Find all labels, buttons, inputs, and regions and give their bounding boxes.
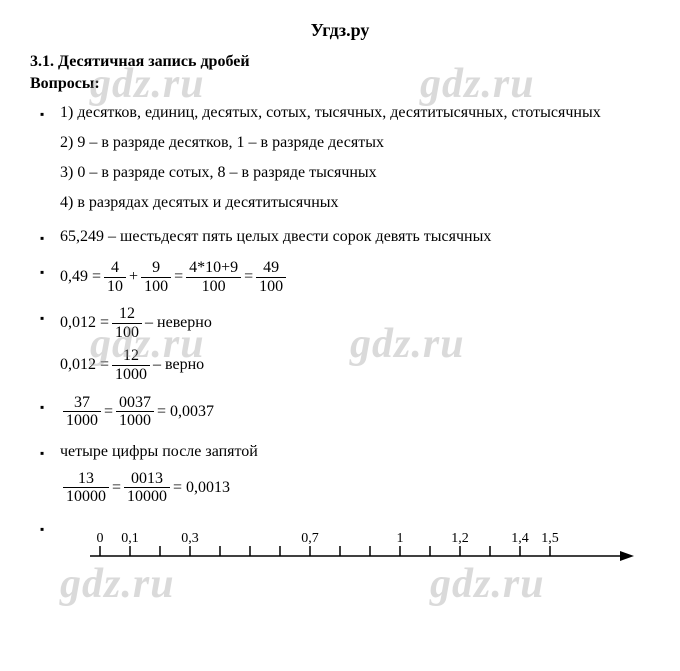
- fraction: 49 100: [256, 259, 286, 295]
- fraction: 4 10: [104, 259, 126, 295]
- list-item: 1) десятков, единиц, десятых, сотых, тыс…: [60, 101, 650, 215]
- equation: 0,49 = 4 10 + 9 100 = 4*10+9 100 = 49 10…: [60, 259, 650, 295]
- numerator: 12: [112, 347, 150, 366]
- numerator: 0037: [116, 394, 154, 413]
- denominator: 1000: [63, 412, 101, 430]
- eq-text: =: [244, 265, 253, 289]
- page-header: Угдз.ру: [30, 20, 650, 41]
- svg-text:0,1: 0,1: [121, 531, 139, 546]
- fraction: 0013 10000: [124, 470, 170, 506]
- equation: 0,012 = 12 100 – неверно: [60, 305, 650, 341]
- fraction: 12 100: [112, 305, 142, 341]
- numerator: 13: [63, 470, 109, 489]
- eq-text: =: [112, 476, 121, 500]
- eq-text: – верно: [153, 353, 204, 377]
- fraction: 13 10000: [63, 470, 109, 506]
- equation: 37 1000 = 0037 1000 = 0,0037: [60, 394, 650, 430]
- eq-text: 0,012 =: [60, 353, 109, 377]
- text-line: 4) в разрядах десятых и десятитысячных: [60, 191, 650, 215]
- numerator: 9: [141, 259, 171, 278]
- numerator: 4*10+9: [186, 259, 241, 278]
- fraction: 4*10+9 100: [186, 259, 241, 295]
- list-item: 0,49 = 4 10 + 9 100 = 4*10+9 100 = 49 10…: [60, 259, 650, 295]
- denominator: 100: [256, 278, 286, 296]
- equation: 0,012 = 12 1000 – верно: [60, 347, 650, 383]
- fraction: 9 100: [141, 259, 171, 295]
- fraction: 37 1000: [63, 394, 101, 430]
- denominator: 10: [104, 278, 126, 296]
- eq-text: 0,012 =: [60, 311, 109, 335]
- fraction: 0037 1000: [116, 394, 154, 430]
- svg-text:0,7: 0,7: [301, 531, 319, 546]
- denominator: 1000: [112, 366, 150, 384]
- section-title: 3.1. Десятичная запись дробей: [30, 53, 650, 71]
- text-line: 1) десятков, единиц, десятых, сотых, тыс…: [60, 101, 650, 125]
- denominator: 100: [112, 324, 142, 342]
- text-line: 2) 9 – в разряде десятков, 1 – в разряде…: [60, 131, 650, 155]
- numerator: 12: [112, 305, 142, 324]
- numerator: 37: [63, 394, 101, 413]
- svg-text:1,4: 1,4: [511, 531, 529, 546]
- equation: 13 10000 = 0013 10000 = 0,0013: [60, 470, 650, 506]
- svg-text:1,5: 1,5: [541, 531, 559, 546]
- list-item: 65,249 – шестьдесят пять целых двести со…: [60, 225, 650, 249]
- svg-text:0,3: 0,3: [181, 531, 199, 546]
- numerator: 49: [256, 259, 286, 278]
- svg-text:0: 0: [97, 531, 104, 546]
- eq-text: – неверно: [145, 311, 212, 335]
- eq-text: =: [174, 265, 183, 289]
- svg-text:1,2: 1,2: [451, 531, 469, 546]
- list-item: 0 0,1 0,3 0,7 1 1,2 1,4 1,5: [60, 516, 650, 584]
- denominator: 100: [186, 278, 241, 296]
- eq-text: +: [129, 265, 138, 289]
- bullet-list: 1) десятков, единиц, десятых, сотых, тыс…: [30, 101, 650, 584]
- text-line: четыре цифры после запятой: [60, 440, 650, 464]
- denominator: 10000: [63, 488, 109, 506]
- eq-text: = 0,0013: [173, 476, 230, 500]
- questions-label: Вопросы:: [30, 75, 650, 93]
- number-line: 0 0,1 0,3 0,7 1 1,2 1,4 1,5: [80, 526, 640, 576]
- denominator: 1000: [116, 412, 154, 430]
- denominator: 100: [141, 278, 171, 296]
- text-line: 3) 0 – в разряде сотых, 8 – в разряде ты…: [60, 161, 650, 185]
- eq-text: =: [104, 400, 113, 424]
- numerator: 0013: [124, 470, 170, 489]
- fraction: 12 1000: [112, 347, 150, 383]
- list-item: 37 1000 = 0037 1000 = 0,0037: [60, 394, 650, 430]
- eq-text: 0,49 =: [60, 265, 101, 289]
- eq-text: = 0,0037: [157, 400, 214, 424]
- denominator: 10000: [124, 488, 170, 506]
- list-item: четыре цифры после запятой 13 10000 = 00…: [60, 440, 650, 506]
- list-item: 0,012 = 12 100 – неверно 0,012 = 12 1000…: [60, 305, 650, 383]
- numerator: 4: [104, 259, 126, 278]
- svg-text:1: 1: [397, 531, 404, 546]
